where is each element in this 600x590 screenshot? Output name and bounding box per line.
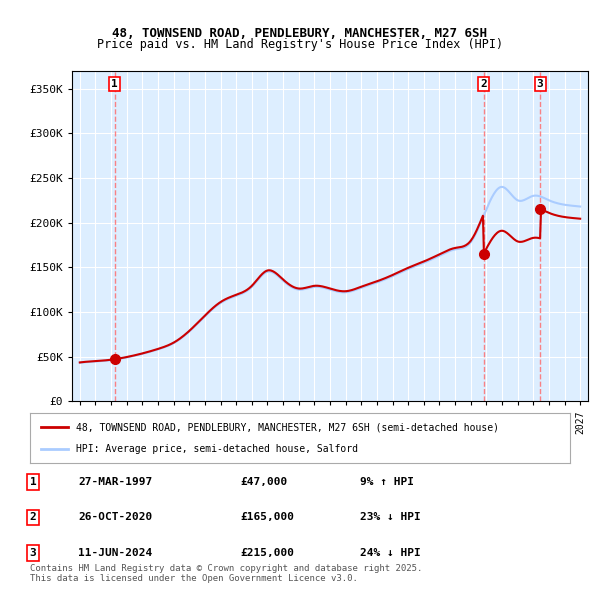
Text: 3: 3 [29, 548, 37, 558]
Text: 11-JUN-2024: 11-JUN-2024 [78, 548, 152, 558]
Text: Price paid vs. HM Land Registry's House Price Index (HPI): Price paid vs. HM Land Registry's House … [97, 38, 503, 51]
Text: 3: 3 [537, 79, 544, 89]
Text: HPI: Average price, semi-detached house, Salford: HPI: Average price, semi-detached house,… [76, 444, 358, 454]
Text: 27-MAR-1997: 27-MAR-1997 [78, 477, 152, 487]
Text: 1: 1 [112, 79, 118, 89]
Text: £165,000: £165,000 [240, 513, 294, 522]
Text: 9% ↑ HPI: 9% ↑ HPI [360, 477, 414, 487]
Text: 2: 2 [29, 513, 37, 522]
Text: 1: 1 [29, 477, 37, 487]
Text: £215,000: £215,000 [240, 548, 294, 558]
Text: Contains HM Land Registry data © Crown copyright and database right 2025.
This d: Contains HM Land Registry data © Crown c… [30, 563, 422, 583]
Text: 24% ↓ HPI: 24% ↓ HPI [360, 548, 421, 558]
Text: £47,000: £47,000 [240, 477, 287, 487]
Text: 48, TOWNSEND ROAD, PENDLEBURY, MANCHESTER, M27 6SH (semi-detached house): 48, TOWNSEND ROAD, PENDLEBURY, MANCHESTE… [76, 422, 499, 432]
Text: 2: 2 [480, 79, 487, 89]
Text: 26-OCT-2020: 26-OCT-2020 [78, 513, 152, 522]
Text: 23% ↓ HPI: 23% ↓ HPI [360, 513, 421, 522]
Text: 48, TOWNSEND ROAD, PENDLEBURY, MANCHESTER, M27 6SH: 48, TOWNSEND ROAD, PENDLEBURY, MANCHESTE… [113, 27, 487, 40]
